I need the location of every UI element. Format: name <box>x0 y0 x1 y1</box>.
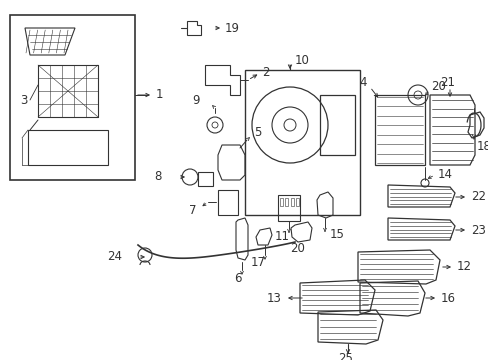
Text: 13: 13 <box>266 292 282 305</box>
Text: 16: 16 <box>440 292 455 305</box>
Text: 17: 17 <box>250 256 265 270</box>
Text: 9: 9 <box>192 94 200 107</box>
Text: 23: 23 <box>470 224 485 237</box>
Bar <box>10 15 135 180</box>
Text: 8: 8 <box>154 171 162 184</box>
Text: 4: 4 <box>359 77 366 90</box>
Bar <box>28 130 108 165</box>
Text: 2: 2 <box>262 67 269 80</box>
Bar <box>278 195 299 221</box>
Text: 22: 22 <box>470 190 485 203</box>
Text: 19: 19 <box>224 22 240 35</box>
Bar <box>38 65 98 117</box>
Text: 7: 7 <box>188 203 196 216</box>
Text: 20: 20 <box>430 81 445 94</box>
Bar <box>290 198 293 206</box>
Text: 25: 25 <box>338 351 353 360</box>
Text: 14: 14 <box>437 168 452 181</box>
Bar <box>280 198 283 206</box>
Text: 12: 12 <box>456 261 471 274</box>
Text: 5: 5 <box>253 126 261 139</box>
Bar <box>285 198 288 206</box>
Text: 6: 6 <box>234 271 241 284</box>
Text: 11: 11 <box>274 230 289 243</box>
Text: 15: 15 <box>329 229 344 242</box>
Text: 3: 3 <box>20 94 27 107</box>
Bar <box>198 172 213 186</box>
Bar <box>295 198 298 206</box>
Text: 24: 24 <box>107 251 122 264</box>
Bar <box>374 95 424 165</box>
Bar <box>319 95 354 155</box>
Text: 18: 18 <box>476 139 488 153</box>
Text: 20: 20 <box>290 242 305 255</box>
Bar <box>244 70 359 215</box>
Text: 21: 21 <box>440 77 454 90</box>
Text: 1: 1 <box>156 89 163 102</box>
Text: 10: 10 <box>294 54 309 67</box>
